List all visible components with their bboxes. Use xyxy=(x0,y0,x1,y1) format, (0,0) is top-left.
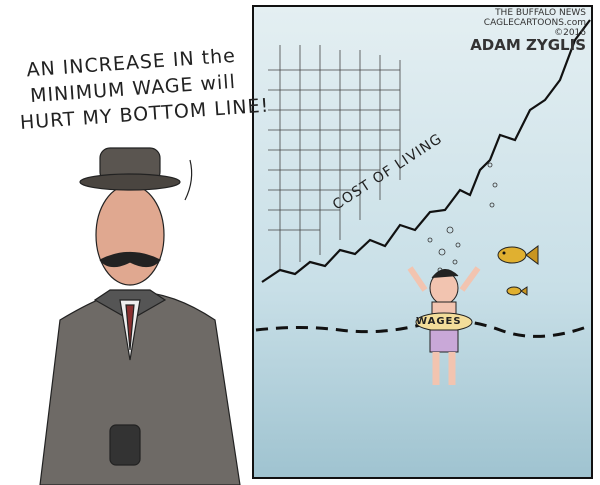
signature: THE BUFFALO NEWS CAGLECARTOONS.com ©2016… xyxy=(470,8,586,54)
speech-bubble: AN INCREASE IN the MINIMUM WAGE will HUR… xyxy=(16,42,270,136)
small-fish-icon xyxy=(506,286,528,296)
publication: THE BUFFALO NEWS xyxy=(495,8,586,18)
wages-label: WAGES xyxy=(416,316,462,327)
fish-icon xyxy=(497,245,539,265)
right-panel xyxy=(252,5,593,479)
site: CAGLECARTOONS.com xyxy=(483,18,586,28)
drowning-worker xyxy=(407,266,481,385)
businessman xyxy=(39,147,241,485)
cost-of-living-line xyxy=(261,19,591,283)
artist-name: ADAM ZYGLIS xyxy=(470,36,586,54)
copyright: ©2016 xyxy=(554,28,586,38)
bubbles xyxy=(427,162,498,273)
graph-grid xyxy=(268,45,401,270)
